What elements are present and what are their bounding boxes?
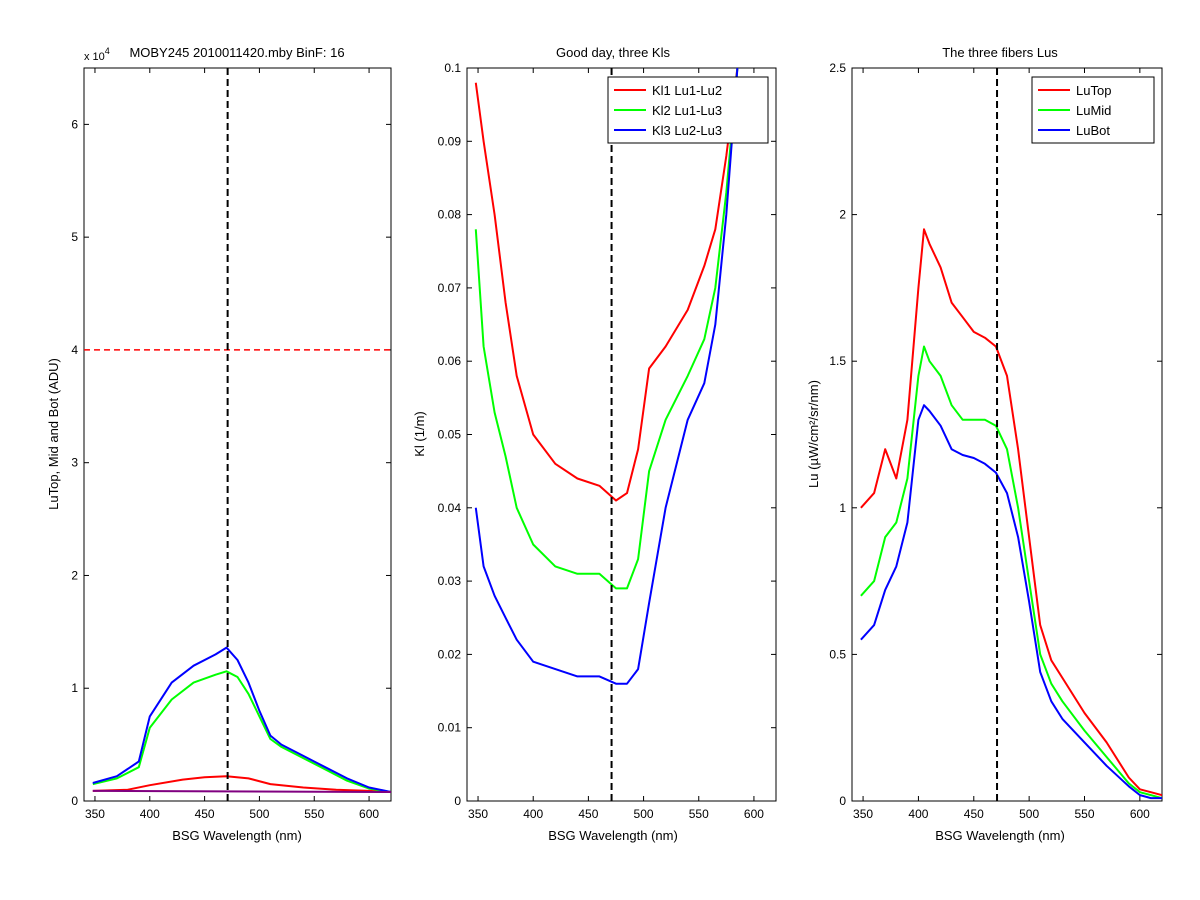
series-line-green bbox=[474, 68, 739, 590]
series-line-red bbox=[474, 68, 739, 502]
x-tick-label: 350 bbox=[468, 807, 488, 821]
legend-entry: Kl3 Lu2-Lu3 bbox=[652, 123, 722, 138]
panel-1-xlabel: BSG Wavelength (nm) bbox=[172, 828, 302, 843]
panel-lu-adu: MOBY245 2010011420.mby BinF: 16 x 104 BS… bbox=[46, 45, 392, 843]
x-tick-label: 600 bbox=[359, 807, 379, 821]
panel-1-multiplier: x 104 bbox=[84, 46, 110, 63]
y-tick-label: 0.09 bbox=[438, 134, 462, 148]
panel-2-title: Good day, three Kls bbox=[556, 45, 670, 60]
y-tick-label: 0.01 bbox=[438, 721, 462, 735]
panel-1-ylabel: LuTop, Mid and Bot (ADU) bbox=[46, 358, 61, 510]
y-tick-label: 6 bbox=[71, 117, 78, 131]
panel-2-plot-area bbox=[474, 68, 739, 801]
y-tick-label: 0.08 bbox=[438, 208, 462, 222]
y-tick-label: 0 bbox=[71, 794, 78, 808]
x-tick-label: 550 bbox=[304, 807, 324, 821]
panel-lu-physical: The three fibers Lus BSG Wavelength (nm)… bbox=[806, 45, 1163, 843]
panel-3-title: The three fibers Lus bbox=[942, 45, 1058, 60]
x-tick-label: 350 bbox=[853, 807, 873, 821]
y-tick-label: 0.03 bbox=[438, 574, 462, 588]
y-tick-label: 1 bbox=[71, 681, 78, 695]
panel-2-ylabel: Kl (1/m) bbox=[412, 411, 427, 457]
y-tick-label: 0 bbox=[839, 794, 846, 808]
panel-3-legend: LuTop LuMid LuBot bbox=[1031, 76, 1155, 144]
panel-2-legend: Kl1 Lu1-Lu2 Kl2 Lu1-Lu3 Kl3 Lu2-Lu3 bbox=[607, 76, 769, 144]
y-tick-label: 0.07 bbox=[438, 281, 462, 295]
x-tick-label: 500 bbox=[1019, 807, 1039, 821]
panel-3-xlabel: BSG Wavelength (nm) bbox=[935, 828, 1065, 843]
series-line-green bbox=[92, 670, 391, 793]
y-tick-label: 2 bbox=[839, 208, 846, 222]
x-tick-label: 600 bbox=[1130, 807, 1150, 821]
x-tick-label: 450 bbox=[578, 807, 598, 821]
panel-1-title: MOBY245 2010011420.mby BinF: 16 bbox=[129, 45, 344, 60]
series-line-blue bbox=[860, 404, 1162, 800]
y-tick-label: 3 bbox=[71, 456, 78, 470]
series-line-green bbox=[860, 345, 1162, 800]
x-tick-label: 550 bbox=[689, 807, 709, 821]
x-tick-label: 350 bbox=[85, 807, 105, 821]
panel-2-xlabel: BSG Wavelength (nm) bbox=[548, 828, 678, 843]
y-tick-label: 0.1 bbox=[444, 61, 461, 75]
x-tick-label: 450 bbox=[195, 807, 215, 821]
series-line-blue bbox=[474, 68, 739, 685]
x-tick-label: 450 bbox=[964, 807, 984, 821]
x-tick-label: 400 bbox=[140, 807, 160, 821]
y-tick-label: 0.04 bbox=[438, 501, 462, 515]
x-tick-label: 400 bbox=[908, 807, 928, 821]
legend-entry: Kl2 Lu1-Lu3 bbox=[652, 103, 722, 118]
y-tick-label: 0.5 bbox=[829, 647, 846, 661]
legend-entry: LuTop bbox=[1076, 83, 1111, 98]
y-tick-label: 2 bbox=[71, 568, 78, 582]
y-tick-label: 0.02 bbox=[438, 647, 462, 661]
panel-1-axes-box bbox=[83, 67, 392, 802]
x-tick-label: 400 bbox=[523, 807, 543, 821]
panel-kl: Good day, three Kls BSG Wavelength (nm) … bbox=[412, 45, 777, 843]
x-tick-label: 500 bbox=[634, 807, 654, 821]
panel-3-ylabel: Lu (µW/cm²/sr/nm) bbox=[806, 380, 821, 488]
x-tick-label: 550 bbox=[1074, 807, 1094, 821]
x-tick-label: 600 bbox=[744, 807, 764, 821]
legend-entry: Kl1 Lu1-Lu2 bbox=[652, 83, 722, 98]
x-tick-label: 500 bbox=[249, 807, 269, 821]
y-tick-label: 2.5 bbox=[829, 61, 846, 75]
y-tick-label: 0.06 bbox=[438, 354, 462, 368]
y-tick-label: 1.5 bbox=[829, 354, 846, 368]
panel-3-plot-area bbox=[860, 68, 1162, 801]
panel-2-axes-box bbox=[466, 67, 777, 802]
legend-entry: LuMid bbox=[1076, 103, 1111, 118]
panel-3-axes-box bbox=[851, 67, 1163, 802]
panel-1-plot-area bbox=[84, 68, 391, 801]
y-tick-label: 0.05 bbox=[438, 428, 462, 442]
y-tick-label: 0 bbox=[454, 794, 461, 808]
y-tick-label: 5 bbox=[71, 230, 78, 244]
legend-entry: LuBot bbox=[1076, 123, 1110, 138]
y-tick-label: 4 bbox=[71, 343, 78, 357]
series-line-purple bbox=[92, 789, 391, 793]
series-line-blue bbox=[92, 646, 391, 793]
y-tick-label: 1 bbox=[839, 501, 846, 515]
series-line-red bbox=[92, 775, 391, 793]
series-line-red bbox=[860, 228, 1162, 797]
